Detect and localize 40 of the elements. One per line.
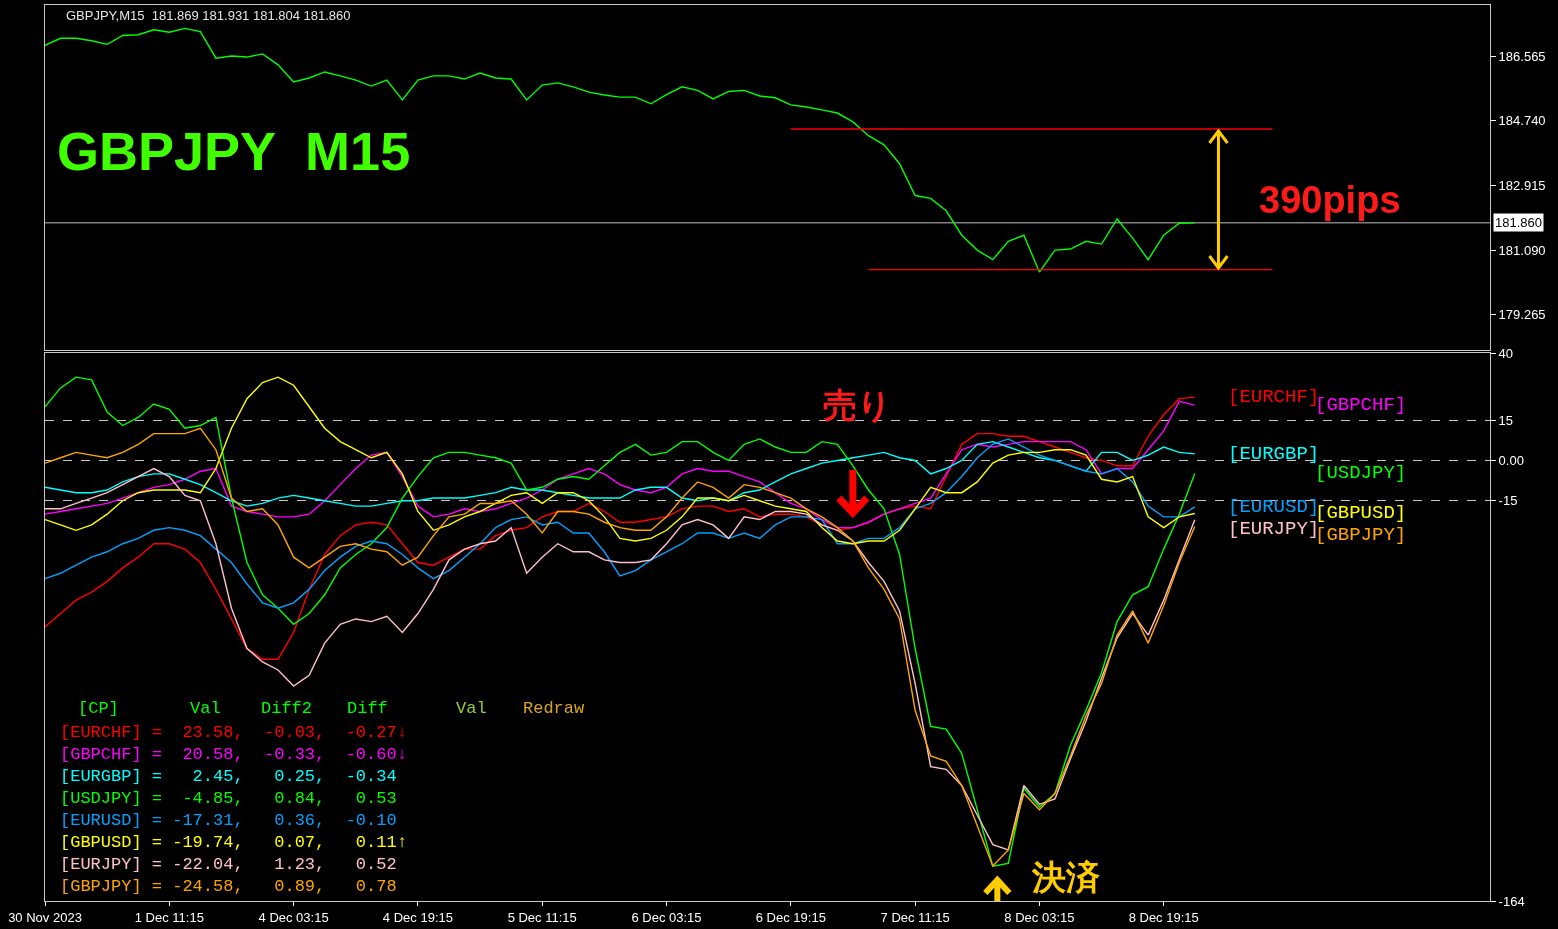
line-series: [45, 440, 1196, 507]
annotation: Diff: [347, 699, 388, 718]
text: [GBPJPY]: [1315, 524, 1407, 546]
x-tick-label: 1 Dec 11:15: [134, 909, 204, 925]
annotation: [EURCHF] = 23.58, -0.03, -0.27↓: [60, 723, 407, 742]
annotation: [EURGBP] = 2.45, 0.25, -0.34: [60, 767, 397, 786]
line-series: [45, 376, 1196, 545]
x-tick-label: 8 Dec 03:15: [1004, 909, 1075, 925]
series-label: [EURGBP]: [1228, 443, 1320, 465]
x-tick-label: 8 Dec 19:15: [1128, 909, 1199, 925]
x-tick-label: 4 Dec 19:15: [382, 909, 453, 925]
annotation: Val: [456, 699, 487, 718]
annotation: Val: [190, 699, 221, 718]
annotation: Diff2: [261, 699, 313, 718]
annotation: [GBPJPY] = -24.58, 0.89, 0.78: [60, 877, 397, 896]
x-tick-label: 6 Dec 03:15: [631, 909, 702, 925]
line-series: [45, 438, 1196, 609]
y-tick-label: 0.00: [1498, 453, 1524, 468]
annotation: [EURJPY] = -22.04, 1.23, 0.52: [60, 855, 397, 874]
x-tick-label: 4 Dec 03:15: [258, 909, 329, 925]
annotation: Redraw: [523, 699, 586, 718]
x-tick-label: 30 Nov 2023: [8, 909, 82, 925]
x-tick-label: 7 Dec 11:15: [880, 909, 950, 925]
y-tick-label: 15: [1498, 412, 1514, 428]
annotation: [GBPCHF] = 20.58, -0.33, -0.60↓: [60, 745, 407, 764]
x-tick-label: 6 Dec 19:15: [755, 909, 826, 925]
y-tick-label: -15: [1498, 493, 1518, 509]
annotation: [CP]: [78, 699, 119, 718]
annotation: [USDJPY] = -4.85, 0.84, 0.53: [60, 789, 397, 808]
annotation: [GBPUSD] = -19.74, 0.07, 0.11↑: [60, 833, 407, 852]
text: [GBPCHF]: [1315, 394, 1407, 416]
y-tick-label: 179.265: [1498, 307, 1546, 323]
annotation: 売り: [823, 385, 892, 425]
annotation: [EURUSD] = -17.31, 0.36, -0.10: [60, 811, 397, 830]
x-tick-label: 5 Dec 11:15: [507, 909, 577, 925]
y-tick-label: -164: [1498, 893, 1525, 909]
text: [GBPUSD]: [1315, 502, 1407, 524]
y-tick-label: 40: [1498, 345, 1514, 361]
text: [USDJPY]: [1315, 462, 1407, 484]
annotation: 決済: [1031, 857, 1100, 897]
